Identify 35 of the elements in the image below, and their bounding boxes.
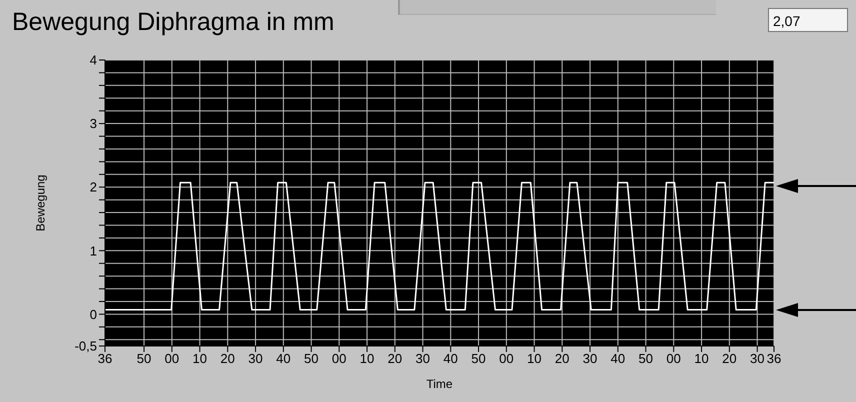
x-tick-label: 00 bbox=[332, 351, 346, 366]
y-tick-label: 3 bbox=[90, 116, 97, 132]
x-tick-label: 30 bbox=[582, 351, 598, 366]
y-tick-label: -0,5 bbox=[74, 338, 97, 354]
y-axis-title: Bewegung bbox=[33, 174, 48, 232]
x-tick-label: 30 bbox=[248, 351, 263, 366]
chart-title: Bewegung Diphragma in mm bbox=[12, 8, 334, 37]
x-tick-label: 36 bbox=[98, 351, 112, 366]
x-tick-label: 10 bbox=[694, 351, 709, 366]
x-tick-label: 50 bbox=[471, 351, 486, 366]
x-tick-label: 00 bbox=[666, 351, 681, 366]
x-tick-label: 20 bbox=[554, 351, 570, 366]
x-tick-label: 50 bbox=[304, 351, 319, 366]
x-tick-label: 50 bbox=[136, 351, 152, 366]
y-tick-label: 2 bbox=[90, 180, 97, 195]
x-tick-label: 20 bbox=[722, 351, 737, 366]
x-tick-label: 00 bbox=[164, 351, 180, 366]
x-tick-label: 10 bbox=[360, 351, 374, 366]
x-tick-label: 36 bbox=[766, 351, 782, 366]
y-tick-label: 0 bbox=[90, 306, 97, 322]
x-tick-label: 10 bbox=[527, 351, 542, 366]
x-axis-title: Time bbox=[426, 377, 453, 391]
x-tick-label: 30 bbox=[750, 351, 765, 366]
x-tick-label: 40 bbox=[610, 351, 626, 366]
x-tick-label: 40 bbox=[443, 351, 458, 366]
y-tick-label: 1 bbox=[90, 243, 97, 258]
y-tick-label: 4 bbox=[90, 52, 97, 68]
x-tick-label: 10 bbox=[192, 351, 208, 366]
x-tick-label: 40 bbox=[276, 351, 291, 366]
text: 2,07 bbox=[768, 8, 848, 32]
x-tick-label: 30 bbox=[416, 351, 430, 366]
x-tick-label: 00 bbox=[499, 351, 514, 366]
x-tick-label: 50 bbox=[638, 351, 654, 366]
x-tick-label: 20 bbox=[220, 351, 235, 366]
x-tick-label: 20 bbox=[388, 351, 402, 366]
